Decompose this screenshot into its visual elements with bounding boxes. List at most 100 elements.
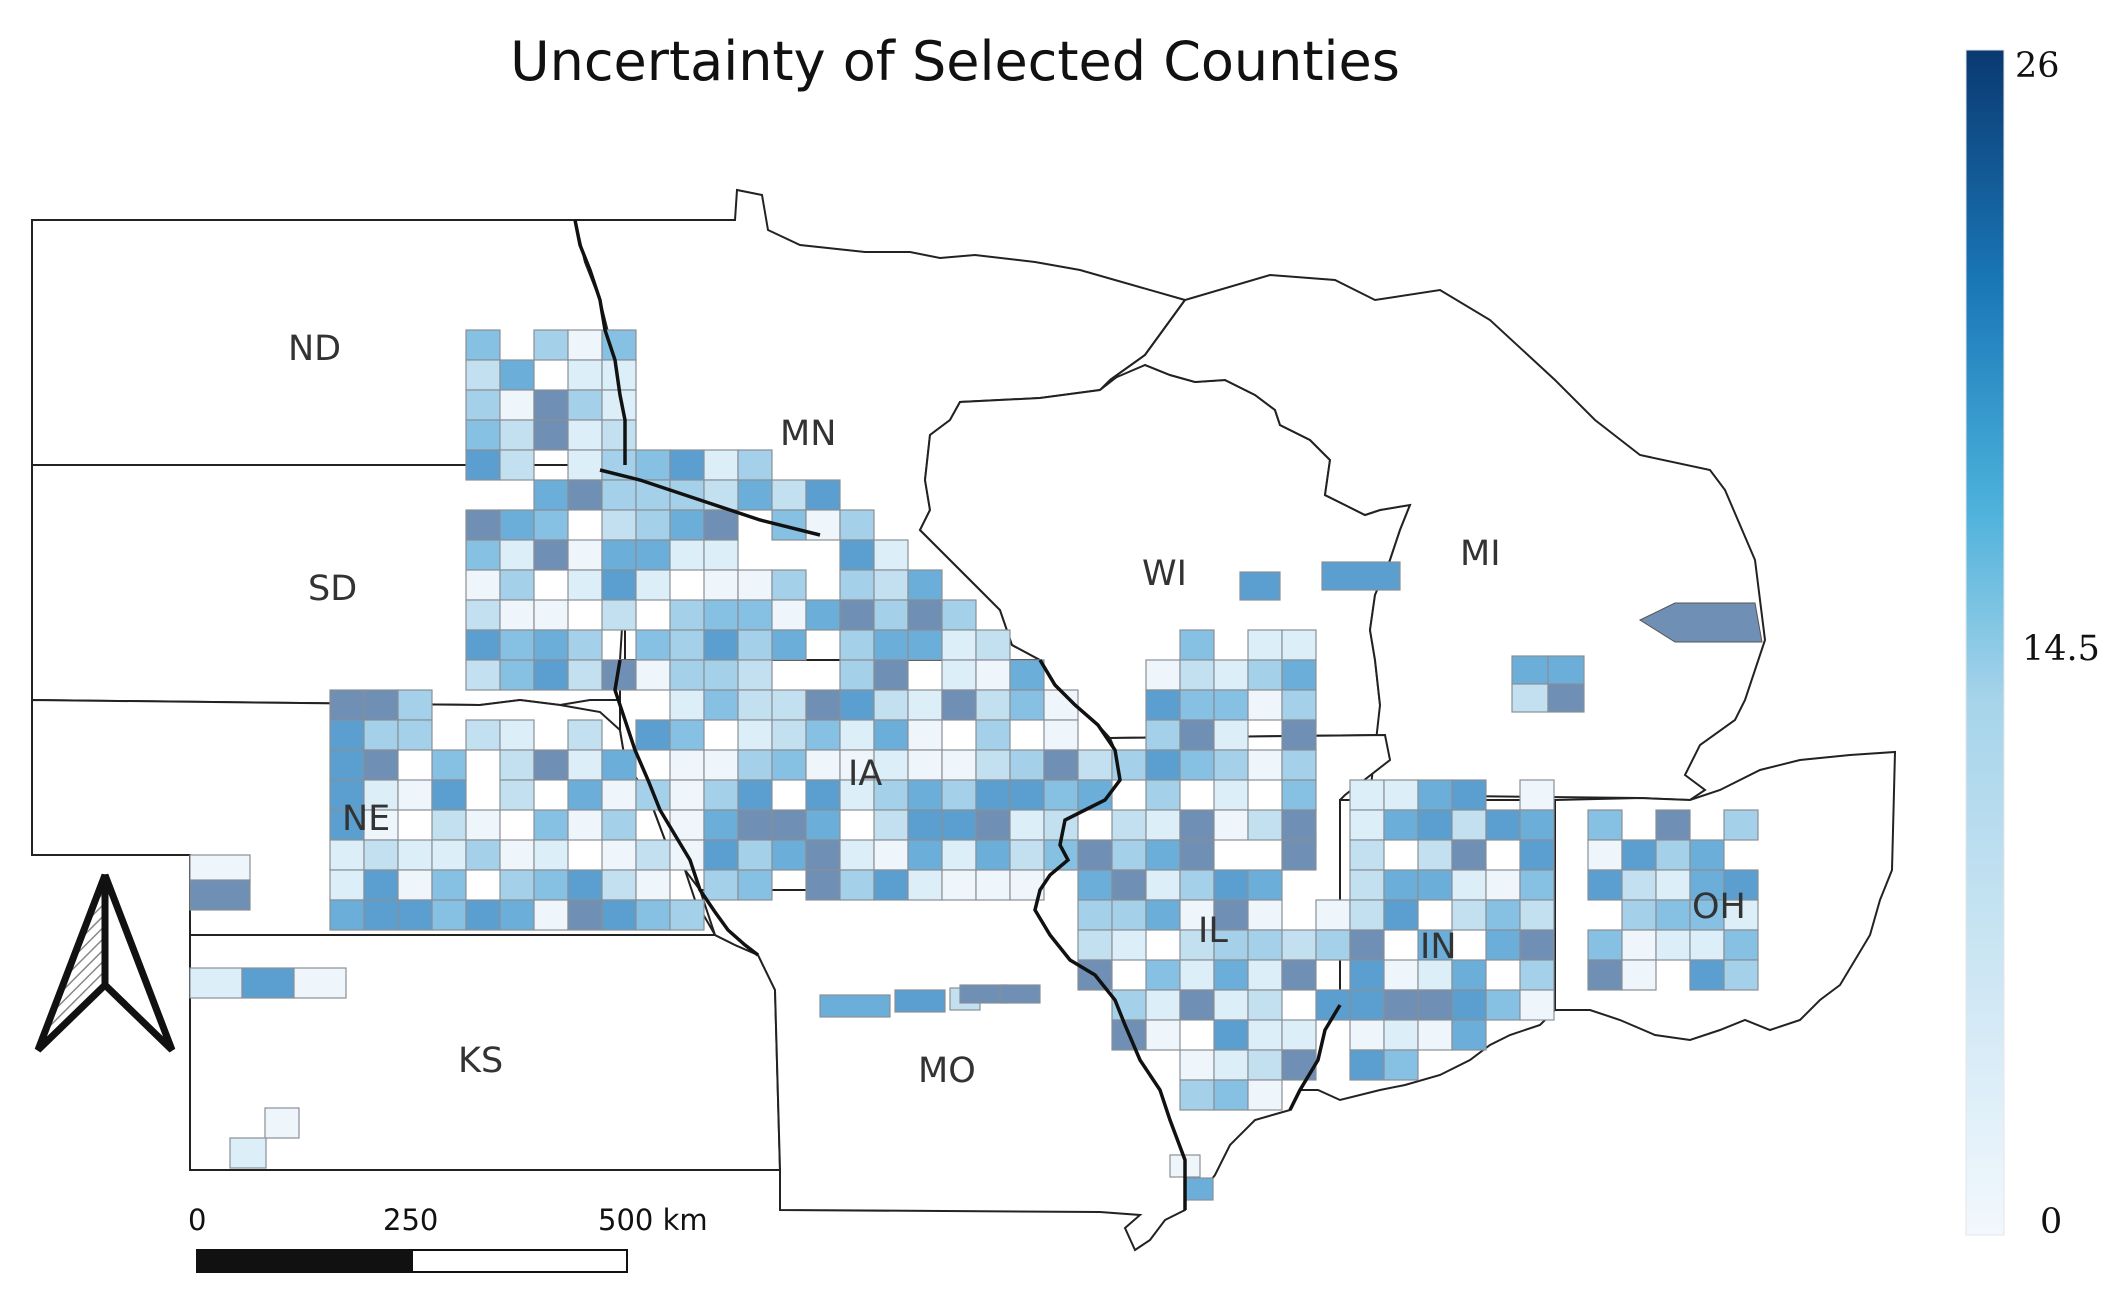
county	[1519, 809, 1555, 841]
county	[873, 629, 909, 661]
county	[1009, 839, 1045, 871]
county	[907, 599, 943, 631]
county	[839, 599, 875, 631]
county	[601, 779, 637, 811]
county	[1349, 839, 1385, 871]
county	[703, 659, 739, 691]
county	[669, 629, 705, 661]
county	[839, 689, 875, 721]
county	[771, 479, 807, 511]
county	[1417, 869, 1453, 901]
county	[499, 869, 535, 901]
river-lines	[573, 219, 1342, 1210]
county	[907, 779, 943, 811]
county	[669, 539, 705, 571]
county	[1239, 571, 1281, 601]
county	[907, 839, 943, 871]
county	[567, 659, 603, 691]
county	[873, 869, 909, 901]
county	[1213, 719, 1249, 751]
county	[1213, 989, 1249, 1021]
county	[1587, 869, 1623, 901]
county	[1213, 959, 1249, 991]
county	[499, 389, 535, 421]
county	[1145, 719, 1181, 751]
county	[1077, 929, 1113, 961]
red-river	[573, 219, 627, 465]
county	[635, 479, 671, 511]
county	[1349, 959, 1385, 991]
county	[533, 329, 569, 361]
county	[1281, 839, 1317, 871]
county	[329, 779, 365, 811]
label-nd: ND	[288, 329, 341, 369]
county	[1417, 989, 1453, 1021]
county	[819, 994, 891, 1018]
county	[1383, 899, 1419, 931]
county	[669, 779, 705, 811]
county	[1451, 869, 1487, 901]
county	[975, 749, 1011, 781]
county	[465, 509, 501, 541]
county	[465, 329, 501, 361]
county	[894, 989, 946, 1013]
county	[669, 749, 705, 781]
county	[839, 719, 875, 751]
label-ia: IA	[848, 754, 882, 794]
county	[839, 839, 875, 871]
county	[397, 839, 433, 871]
county	[1009, 809, 1045, 841]
county	[703, 839, 739, 871]
county	[465, 359, 501, 391]
county	[1247, 809, 1283, 841]
county	[1247, 959, 1283, 991]
county	[499, 419, 535, 451]
county	[737, 839, 773, 871]
county	[941, 689, 977, 721]
county	[907, 689, 943, 721]
county	[873, 749, 909, 781]
county	[499, 749, 535, 781]
missouri-river	[613, 659, 760, 957]
county	[1213, 1019, 1249, 1051]
county	[1213, 929, 1249, 961]
county	[703, 689, 739, 721]
legend-colorbar	[1965, 49, 2005, 1236]
county	[1179, 689, 1215, 721]
county	[1349, 779, 1385, 811]
county	[567, 629, 603, 661]
county	[1247, 749, 1283, 781]
county	[941, 869, 977, 901]
county	[1587, 959, 1623, 991]
county	[873, 839, 909, 871]
county	[601, 869, 637, 901]
county	[941, 749, 977, 781]
county	[1519, 839, 1555, 871]
county	[533, 899, 569, 931]
state-labels: ND SD NE KS MN IA MO WI IL MI IN OH	[288, 329, 1746, 1091]
county	[1111, 899, 1147, 931]
county	[329, 719, 365, 751]
county	[363, 749, 399, 781]
county	[293, 967, 347, 999]
county	[941, 839, 977, 871]
county	[1383, 959, 1419, 991]
county	[1655, 929, 1691, 961]
county	[907, 869, 943, 901]
county	[1655, 899, 1691, 931]
county	[397, 899, 433, 931]
legend-min-label: 0	[2040, 1202, 2062, 1242]
county	[1179, 959, 1215, 991]
county	[1247, 689, 1283, 721]
county	[669, 899, 705, 931]
county	[1621, 929, 1657, 961]
county	[1111, 839, 1147, 871]
county	[1247, 989, 1283, 1021]
county	[873, 539, 909, 571]
county	[1638, 602, 1763, 643]
county	[1723, 809, 1759, 841]
county	[771, 839, 807, 871]
county	[533, 539, 569, 571]
county	[567, 449, 603, 481]
county	[805, 479, 841, 511]
